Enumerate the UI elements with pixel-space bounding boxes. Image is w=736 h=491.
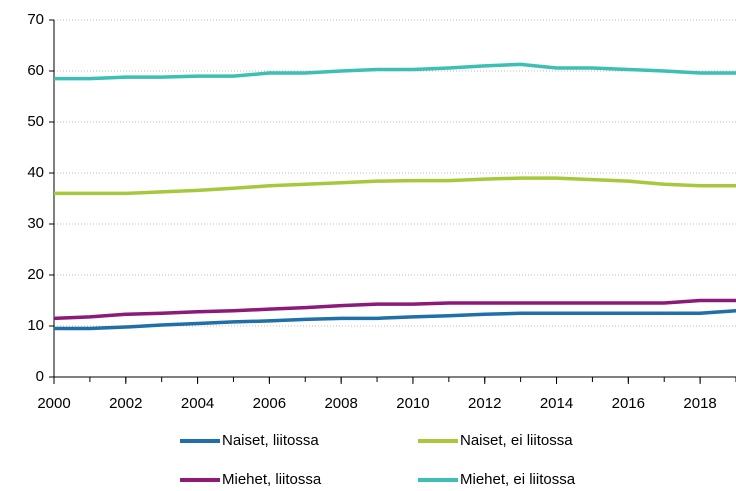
- x-tick-label: 2012: [468, 395, 501, 412]
- series-line: [54, 308, 736, 331]
- legend-label: Miehet, liitossa: [222, 471, 322, 488]
- y-tick-label: 50: [27, 113, 44, 130]
- x-tick-label: 2004: [181, 395, 214, 412]
- x-tick-label: 2014: [540, 395, 573, 412]
- y-tick-label: 40: [27, 164, 44, 181]
- legend-label: Naiset, liitossa: [222, 432, 319, 449]
- legend-label: Miehet, ei liitossa: [460, 471, 576, 488]
- x-tick-label: 2016: [612, 395, 645, 412]
- x-tick-label: 2002: [109, 395, 142, 412]
- y-tick-label: 60: [27, 62, 44, 79]
- y-tick-label: 30: [27, 215, 44, 232]
- y-tick-label: 10: [27, 317, 44, 334]
- x-tick-label: 2010: [396, 395, 429, 412]
- y-tick-label: 70: [27, 11, 44, 28]
- y-tick-label: 0: [36, 368, 44, 385]
- legend-label: Naiset, ei liitossa: [460, 432, 573, 449]
- series-line: [54, 62, 736, 81]
- series-line: [54, 176, 736, 196]
- y-tick-label: 20: [27, 266, 44, 283]
- x-tick-label: 2006: [253, 395, 286, 412]
- series-line: [53, 298, 736, 321]
- x-tick-label: 2000: [37, 395, 70, 412]
- x-tick-label: 2008: [324, 395, 357, 412]
- x-tick-label: 2018: [683, 395, 716, 412]
